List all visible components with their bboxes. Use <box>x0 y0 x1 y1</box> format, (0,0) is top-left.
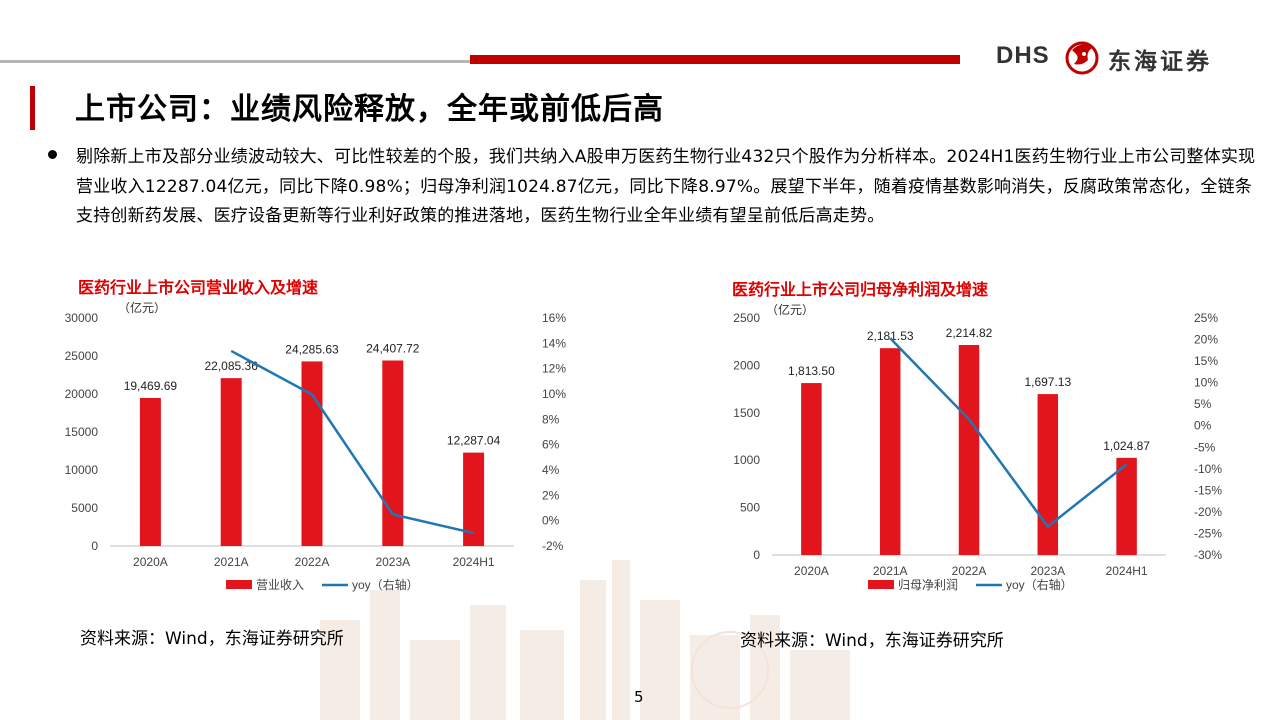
page-title: 上市公司：业绩风险释放，全年或前低后高 <box>75 92 664 127</box>
y-tick-left: 20000 <box>65 387 99 401</box>
bar <box>1116 457 1137 555</box>
y-tick-right: 14% <box>542 336 566 350</box>
y-axis-unit-label: （亿元） <box>766 302 814 317</box>
logo-text-en: DHS <box>996 42 1050 69</box>
bar <box>463 452 485 546</box>
chart-2-source: 资料来源：Wind，东海证券研究所 <box>740 631 1004 651</box>
y-tick-right: -15% <box>1194 483 1222 497</box>
bar-data-label: 12,287.04 <box>447 434 501 448</box>
y-tick-left: 0 <box>91 539 98 553</box>
y-tick-left: 10000 <box>65 463 99 477</box>
y-tick-left: 1500 <box>733 406 760 420</box>
revenue-chart: （亿元） 0 5000 10000 15000 20000 25000 30000 -2% 0% 2… <box>65 300 567 592</box>
y-tick-right: 16% <box>542 311 566 325</box>
y-tick-right: 10% <box>1194 376 1218 390</box>
chart-1-source: 资料来源：Wind，东海证券研究所 <box>80 629 344 649</box>
legend-line-label: yoy（右轴） <box>1006 577 1073 592</box>
y-tick-right: 25% <box>1194 311 1218 325</box>
bar <box>301 361 323 546</box>
y-tick-left: 1000 <box>733 453 760 467</box>
y-tick-right: -2% <box>542 539 564 553</box>
bar-data-label: 19,469.69 <box>124 379 178 393</box>
y-tick-right: 8% <box>542 412 560 426</box>
x-tick-label: 2022A <box>952 564 987 578</box>
y-tick-right: 0% <box>542 514 560 528</box>
y-tick-right: 0% <box>1194 419 1212 433</box>
chart-1-title: 医药行业上市公司营业收入及增速 <box>78 278 319 297</box>
y-tick-right: 2% <box>542 488 560 502</box>
net-profit-chart: （亿元） 0 500 1000 1500 2000 2500 -30% -25% -20% -15%… <box>733 302 1222 592</box>
x-tick-label: 2024H1 <box>453 555 495 569</box>
y-tick-left: 5000 <box>71 501 98 515</box>
yoy-line <box>889 337 1128 529</box>
title-accent-bar <box>30 86 35 130</box>
y-tick-right: 20% <box>1194 333 1218 347</box>
company-logo: DHS 东海证券 <box>996 36 1246 80</box>
legend-bar-swatch <box>226 580 252 589</box>
bar <box>879 348 901 555</box>
bullet-icon <box>48 150 57 159</box>
y-tick-left: 2500 <box>733 311 760 325</box>
bar <box>1037 394 1059 555</box>
bar-data-label: 22,085.36 <box>205 359 259 373</box>
page-number: 5 <box>634 688 644 706</box>
y-tick-left: 15000 <box>65 425 99 439</box>
x-tick-label: 2023A <box>375 555 410 569</box>
y-tick-right: -30% <box>1194 548 1222 562</box>
x-tick-label: 2020A <box>794 564 829 578</box>
bar-data-label: 2,181.53 <box>867 329 914 343</box>
bar <box>958 345 980 555</box>
x-tick-label: 2024H1 <box>1106 564 1148 578</box>
x-tick-label: 2022A <box>295 555 330 569</box>
y-tick-right: 4% <box>542 463 560 477</box>
y-tick-right: -10% <box>1194 462 1222 476</box>
legend-bar-swatch <box>868 580 894 589</box>
header-rule-grey <box>0 60 470 63</box>
bar-data-label: 1,697.13 <box>1024 375 1071 389</box>
y-tick-right: 5% <box>1194 397 1212 411</box>
bar-data-label: 24,285.63 <box>285 342 339 356</box>
y-tick-right: 6% <box>542 438 560 452</box>
x-tick-label: 2021A <box>214 555 249 569</box>
y-tick-left: 2000 <box>733 358 760 372</box>
y-tick-right: 12% <box>542 362 566 376</box>
y-tick-right: 15% <box>1194 354 1218 368</box>
bar-data-label: 1,813.50 <box>788 364 835 378</box>
y-tick-right: -25% <box>1194 526 1222 540</box>
bar <box>801 383 822 555</box>
chart-2-title: 医药行业上市公司归母净利润及增速 <box>732 280 989 299</box>
y-tick-right: 10% <box>542 387 566 401</box>
x-tick-label: 2021A <box>873 564 908 578</box>
legend-bar-label: 营业收入 <box>256 578 304 592</box>
y-tick-left: 500 <box>740 501 760 515</box>
yoy-line <box>230 349 474 535</box>
bar-data-label: 1,024.87 <box>1103 439 1150 453</box>
y-tick-left: 0 <box>753 548 760 562</box>
legend-line-label: yoy（右轴） <box>352 577 419 592</box>
x-tick-label: 2023A <box>1030 564 1065 578</box>
bar <box>382 360 404 546</box>
city-skyline-background <box>320 560 850 720</box>
y-tick-left: 30000 <box>65 311 99 325</box>
bar <box>139 398 161 546</box>
header-rule-red <box>470 55 960 64</box>
bullet-paragraph: 剔除新上市及部分业绩波动较大、可比性较差的个股，我们共纳入A股申万医药生物行业4… <box>76 147 1256 226</box>
y-tick-right: -5% <box>1194 440 1216 454</box>
logo-text-cn: 东海证券 <box>1108 49 1212 75</box>
bar-data-label: 24,407.72 <box>366 342 420 356</box>
y-axis-unit-label: （亿元） <box>118 300 166 315</box>
dragon-emblem-icon <box>1065 41 1099 75</box>
legend-bar-label: 归母净利润 <box>898 578 958 592</box>
bar-data-label: 2,214.82 <box>946 326 993 340</box>
bar <box>220 378 242 546</box>
y-tick-right: -20% <box>1194 505 1222 519</box>
y-tick-left: 25000 <box>65 349 99 363</box>
x-tick-label: 2020A <box>133 555 168 569</box>
